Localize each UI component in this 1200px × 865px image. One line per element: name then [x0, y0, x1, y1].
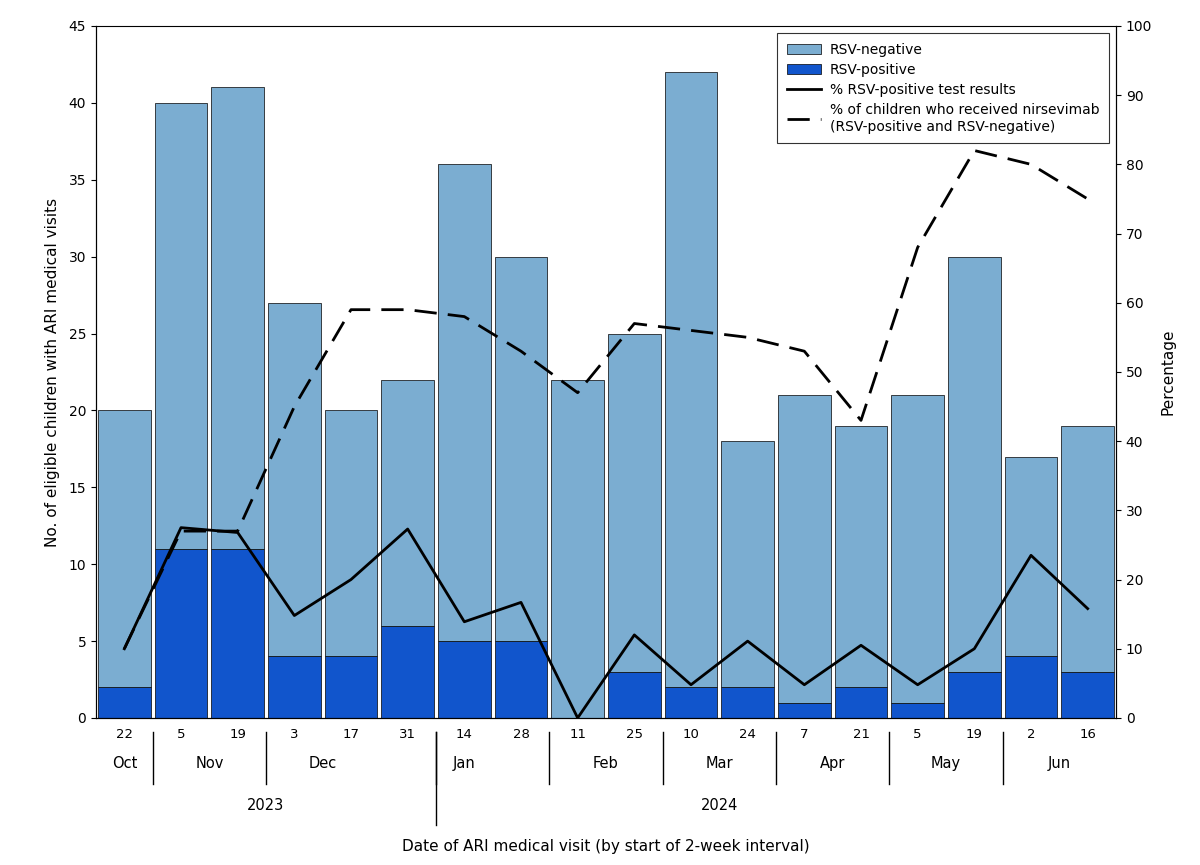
Bar	[1004, 657, 1057, 718]
Bar	[211, 548, 264, 718]
Bar	[98, 410, 151, 687]
Bar	[778, 702, 830, 718]
Text: Apr: Apr	[820, 756, 845, 771]
Bar	[382, 625, 434, 718]
Bar	[835, 687, 887, 718]
Bar	[551, 380, 604, 718]
Text: Jan: Jan	[452, 756, 475, 771]
Bar	[1061, 426, 1114, 672]
Text: Date of ARI medical visit (by start of 2-week interval): Date of ARI medical visit (by start of 2…	[402, 839, 810, 854]
Bar	[1061, 672, 1114, 718]
Bar	[382, 380, 434, 625]
Text: Feb: Feb	[593, 756, 619, 771]
Y-axis label: Percentage: Percentage	[1160, 329, 1176, 415]
Legend: RSV-negative, RSV-positive, % RSV-positive test results, % of children who recei: RSV-negative, RSV-positive, % RSV-positi…	[776, 33, 1109, 144]
Bar	[778, 395, 830, 702]
Bar	[948, 257, 1001, 672]
Bar	[325, 657, 377, 718]
Bar	[948, 672, 1001, 718]
Bar	[665, 687, 718, 718]
Bar	[494, 257, 547, 641]
Bar	[494, 641, 547, 718]
Bar	[211, 87, 264, 548]
Text: Mar: Mar	[706, 756, 733, 771]
Bar	[438, 164, 491, 641]
Bar	[835, 426, 887, 687]
Bar	[665, 72, 718, 687]
Text: 2023: 2023	[247, 798, 284, 812]
Text: Jun: Jun	[1048, 756, 1070, 771]
Bar	[98, 687, 151, 718]
Bar	[1004, 457, 1057, 657]
Y-axis label: No. of eligible children with ARI medical visits: No. of eligible children with ARI medica…	[46, 197, 60, 547]
Bar	[438, 641, 491, 718]
Bar	[721, 687, 774, 718]
Text: Nov: Nov	[196, 756, 223, 771]
Text: 2024: 2024	[701, 798, 738, 812]
Bar	[155, 103, 208, 548]
Bar	[892, 702, 944, 718]
Bar	[892, 395, 944, 702]
Bar	[155, 548, 208, 718]
Bar	[268, 657, 320, 718]
Text: Oct: Oct	[112, 756, 137, 771]
Bar	[325, 410, 377, 657]
Bar	[608, 334, 661, 672]
Bar	[268, 303, 320, 657]
Bar	[608, 672, 661, 718]
Text: May: May	[931, 756, 961, 771]
Text: Dec: Dec	[308, 756, 337, 771]
Bar	[721, 441, 774, 687]
